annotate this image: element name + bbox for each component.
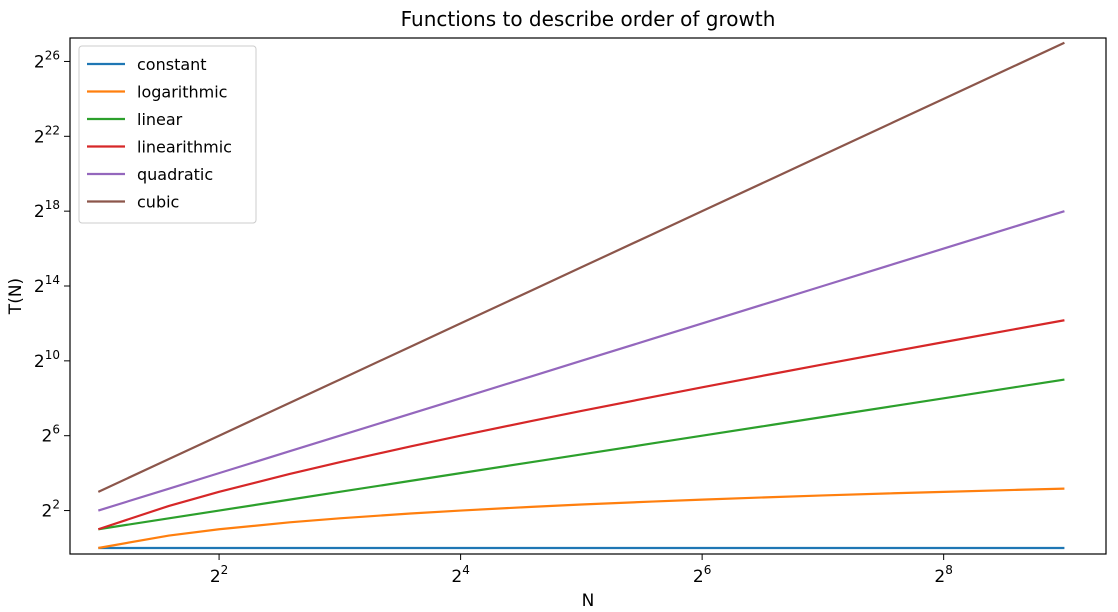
series-line-linearithmic: [97, 319, 1065, 531]
x-tick-label: 24: [451, 563, 469, 587]
legend-label-quadratic: quadratic: [137, 165, 213, 184]
series-line-logarithmic: [98, 487, 1065, 550]
x-tick-label: 28: [934, 563, 952, 587]
y-tick-label: 210: [34, 348, 60, 372]
x-tick-label: 26: [693, 563, 711, 587]
y-tick-label: 214: [34, 273, 60, 297]
plot-frame: [69, 37, 1107, 555]
legend-label-linearithmic: linearithmic: [137, 138, 232, 157]
legend-label-logarithmic: logarithmic: [137, 83, 227, 102]
legend: constant logarithmic linear linearithmic qua…: [78, 45, 257, 224]
x-tick-label: 22: [210, 563, 228, 587]
y-tick-label: 218: [34, 198, 60, 222]
series-layer: [97, 41, 1065, 550]
y-tick-label: 22: [42, 498, 60, 522]
series-line-linear: [98, 378, 1065, 531]
y-tick-label: 226: [34, 48, 60, 72]
legend-label-cubic: cubic: [137, 193, 179, 212]
y-tick-label: 222: [34, 123, 60, 147]
y-axis-label: T(N): [6, 278, 26, 315]
x-axis-label: N: [582, 591, 595, 611]
legend-label-constant: constant: [137, 55, 207, 74]
chart-title: Functions to describe order of growth: [401, 7, 776, 31]
x-axis-ticks: 22 24 26 28: [210, 554, 953, 587]
series-line-cubic: [97, 41, 1065, 493]
y-axis-ticks: 22 26 210 214 218 222 226: [34, 48, 70, 522]
legend-label-linear: linear: [137, 110, 183, 129]
series-line-quadratic: [97, 210, 1065, 512]
y-tick-label: 26: [42, 423, 60, 447]
legend-box: [78, 45, 257, 224]
